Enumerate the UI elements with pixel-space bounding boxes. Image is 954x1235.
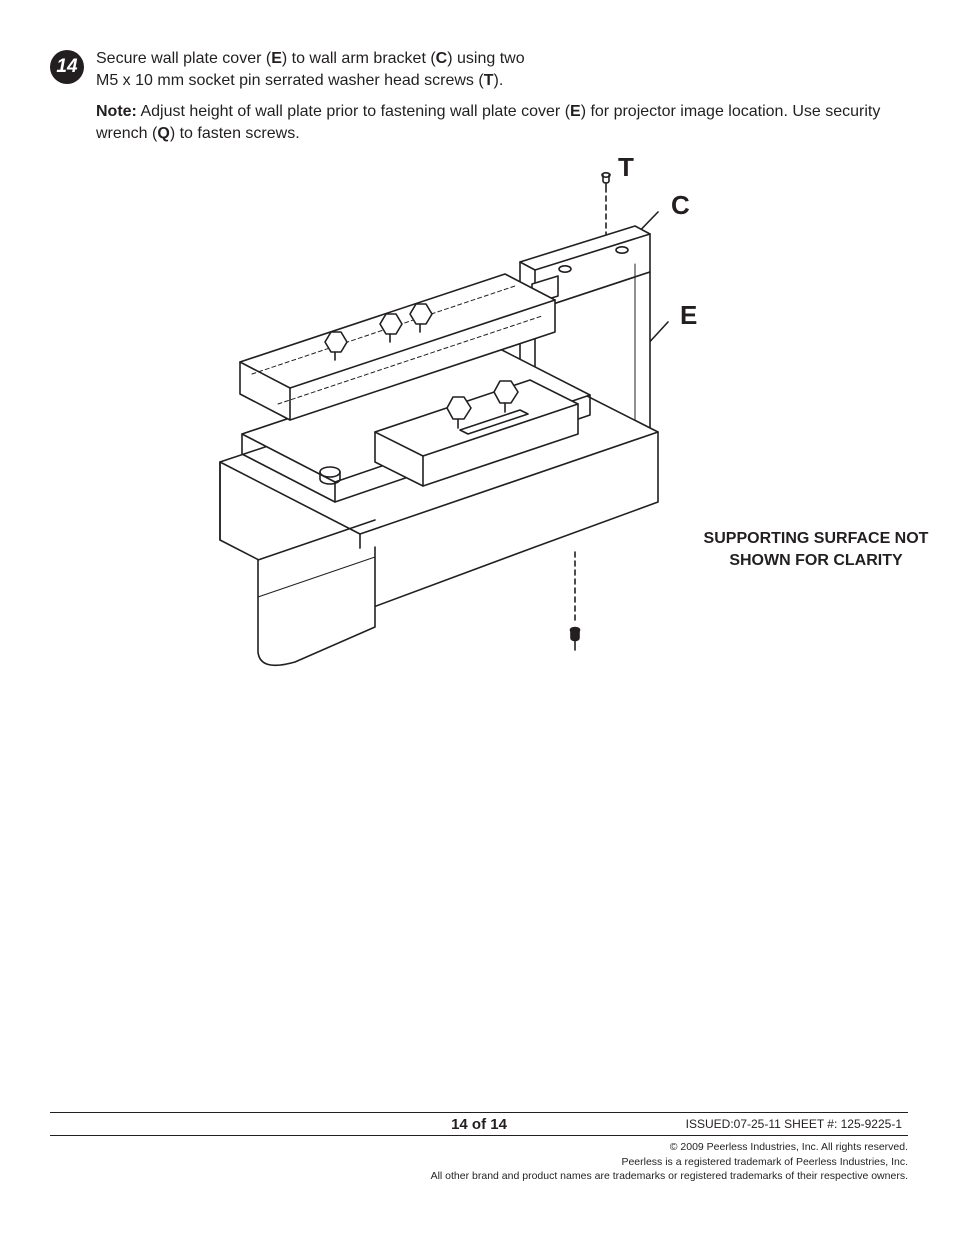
ref-E: E (570, 103, 581, 120)
note-text: Note: Adjust height of wall plate prior … (96, 101, 904, 144)
assembly-svg (160, 152, 720, 712)
t: ). (493, 72, 503, 89)
ref-C: C (436, 50, 448, 67)
l2: SHOWN FOR CLARITY (729, 552, 902, 569)
screw-top-icon (602, 173, 610, 192)
note-label: Note: (96, 103, 137, 120)
copy-line-1: © 2009 Peerless Industries, Inc. All rig… (50, 1140, 908, 1154)
issued-sheet: ISSUED:07-25-11 SHEET #: 125-9225-1 (686, 1117, 902, 1131)
copyright-block: © 2009 Peerless Industries, Inc. All rig… (50, 1140, 908, 1183)
copy-line-2: Peerless is a registered trademark of Pe… (50, 1155, 908, 1169)
t: M5 x 10 mm socket pin serrated washer he… (96, 72, 484, 89)
t: ) to fasten screws. (170, 125, 300, 142)
support-surface-note: SUPPORTING SURFACE NOT SHOWN FOR CLARITY (686, 528, 946, 571)
footer-bar: 14 of 14 ISSUED:07-25-11 SHEET #: 125-92… (50, 1112, 908, 1136)
screw-bottom-icon (571, 628, 580, 651)
t: Secure wall plate cover ( (96, 50, 271, 67)
ref-Q: Q (157, 125, 169, 142)
t: ) using two (447, 50, 524, 67)
ref-E: E (271, 50, 282, 67)
l1: SUPPORTING SURFACE NOT (704, 530, 929, 547)
step-number-badge: 14 (50, 50, 84, 84)
copy-line-3: All other brand and product names are tr… (50, 1169, 908, 1183)
step-row: 14 Secure wall plate cover (E) to wall a… (50, 48, 904, 91)
page-number: 14 of 14 (451, 1116, 507, 1133)
t: Adjust height of wall plate prior to fas… (137, 103, 570, 120)
t: ) to wall arm bracket ( (282, 50, 436, 67)
assembly-figure: T C E SUPPORTING SURFACE NOT SHOWN FOR C… (50, 152, 904, 712)
page-footer: 14 of 14 ISSUED:07-25-11 SHEET #: 125-92… (50, 1112, 908, 1183)
step-instruction: Secure wall plate cover (E) to wall arm … (96, 48, 525, 91)
